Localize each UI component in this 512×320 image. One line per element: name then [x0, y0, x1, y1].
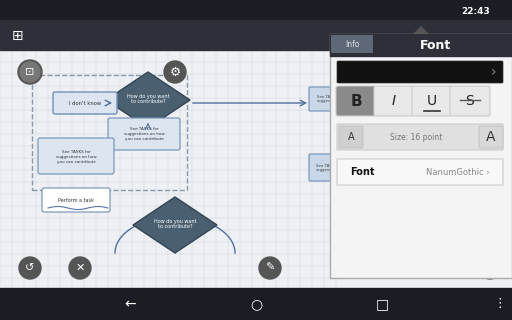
FancyBboxPatch shape — [336, 86, 376, 116]
Text: Size: 16 point: Size: 16 point — [390, 132, 442, 141]
Text: I don't know: I don't know — [69, 100, 101, 106]
Text: ⚙: ⚙ — [169, 66, 181, 78]
FancyBboxPatch shape — [330, 34, 512, 278]
Text: U: U — [427, 94, 437, 108]
Text: A: A — [348, 132, 354, 142]
FancyBboxPatch shape — [450, 86, 490, 116]
Text: −: − — [485, 263, 495, 273]
Text: ✎: ✎ — [265, 263, 274, 273]
Text: ↺: ↺ — [25, 263, 35, 273]
Circle shape — [164, 61, 186, 83]
Text: ⊞: ⊞ — [12, 29, 24, 43]
FancyBboxPatch shape — [412, 86, 452, 116]
FancyBboxPatch shape — [38, 138, 114, 174]
Text: Font: Font — [350, 167, 374, 177]
Text: Info: Info — [345, 39, 359, 49]
Circle shape — [19, 257, 41, 279]
FancyBboxPatch shape — [309, 87, 341, 111]
Bar — [330, 34, 512, 56]
FancyBboxPatch shape — [374, 86, 414, 116]
Polygon shape — [106, 72, 190, 128]
Text: I: I — [392, 94, 396, 108]
Polygon shape — [413, 26, 429, 34]
Text: See TASKS
suggestion: See TASKS suggestion — [317, 95, 338, 103]
Text: How do you want: How do you want — [127, 93, 169, 99]
Bar — [0, 20, 512, 50]
FancyBboxPatch shape — [309, 154, 339, 181]
FancyBboxPatch shape — [337, 124, 503, 150]
Text: ⊡: ⊡ — [25, 67, 35, 77]
FancyBboxPatch shape — [42, 188, 110, 212]
Text: ⋮: ⋮ — [494, 298, 506, 310]
FancyBboxPatch shape — [331, 35, 373, 53]
FancyBboxPatch shape — [108, 118, 180, 150]
Text: S: S — [465, 94, 475, 108]
Bar — [0, 0, 512, 20]
Text: See TASKS for
suggestions on how
you can contribute: See TASKS for suggestions on how you can… — [123, 127, 164, 140]
Text: How do you want: How do you want — [154, 219, 196, 223]
Text: to contribute?: to contribute? — [131, 99, 165, 103]
Circle shape — [259, 257, 281, 279]
Text: ○: ○ — [250, 297, 262, 311]
FancyBboxPatch shape — [339, 126, 363, 148]
Circle shape — [20, 62, 40, 82]
Polygon shape — [133, 197, 217, 253]
Text: 22:43: 22:43 — [461, 6, 490, 15]
Text: ✕: ✕ — [75, 263, 84, 273]
Text: Font: Font — [420, 38, 452, 52]
FancyBboxPatch shape — [337, 159, 503, 185]
Text: Perform a task: Perform a task — [58, 197, 94, 203]
Text: ←: ← — [124, 297, 136, 311]
FancyBboxPatch shape — [337, 61, 503, 83]
Circle shape — [479, 257, 501, 279]
Circle shape — [18, 60, 42, 84]
FancyBboxPatch shape — [53, 92, 117, 114]
Text: See TASKS for
suggestions on how
you can contribute: See TASKS for suggestions on how you can… — [56, 150, 96, 164]
Text: See TASKS
suggestion: See TASKS suggestion — [316, 164, 337, 172]
Bar — [0, 288, 512, 320]
Text: NanumGothic ›: NanumGothic › — [426, 167, 490, 177]
Bar — [0, 20, 512, 290]
FancyBboxPatch shape — [479, 126, 503, 148]
Text: ›: › — [491, 65, 497, 79]
Circle shape — [69, 257, 91, 279]
Text: A: A — [486, 130, 496, 144]
Text: B: B — [350, 93, 362, 108]
Text: □: □ — [375, 297, 389, 311]
Text: to contribute?: to contribute? — [158, 223, 193, 228]
